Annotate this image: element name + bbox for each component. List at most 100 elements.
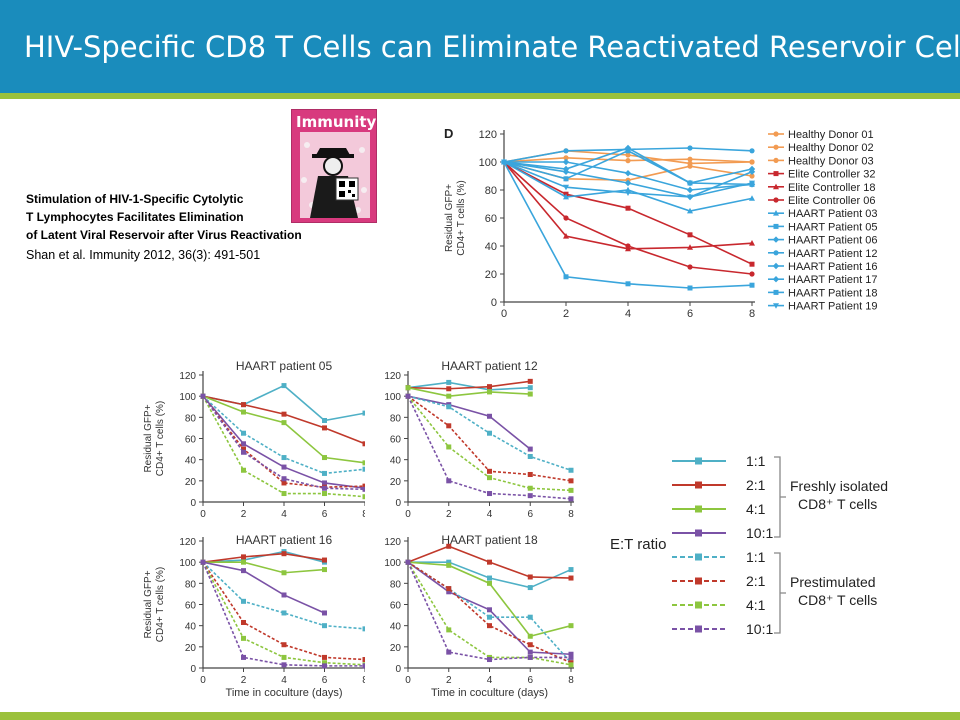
data-point — [281, 592, 287, 598]
cover-figure-icon — [300, 132, 370, 218]
data-point — [241, 559, 246, 565]
data-point — [487, 575, 492, 581]
legend-marker — [773, 223, 779, 229]
journal-cover-image: Immunity — [291, 109, 377, 223]
x-tick-label: 0 — [501, 308, 507, 318]
x-tick-label: 6 — [527, 675, 533, 686]
cover-title: Immunity — [296, 113, 377, 131]
series-line — [407, 395, 572, 482]
data-point — [687, 156, 693, 162]
y-tick-label: 80 — [185, 579, 197, 590]
data-point — [687, 145, 693, 151]
data-point — [446, 404, 452, 410]
x-tick-label: 6 — [687, 308, 693, 318]
header-rule — [0, 93, 960, 99]
data-point — [446, 627, 452, 633]
legend-marker — [695, 625, 702, 633]
x-axis-label: Time in coculture (days) — [431, 687, 548, 699]
data-point — [487, 389, 492, 395]
data-point — [446, 478, 452, 484]
series-line — [202, 561, 325, 614]
y-tick-label: 20 — [185, 477, 197, 488]
data-point — [527, 378, 533, 384]
y-tick-label: 20 — [485, 269, 497, 281]
data-point — [748, 168, 756, 175]
data-point — [322, 491, 327, 497]
legend-group-label: Freshly isolated — [790, 478, 888, 494]
legend-ratio-label: 2:1 — [746, 477, 766, 493]
data-point — [625, 152, 631, 158]
legend-label: Elite Controller 06 — [788, 195, 875, 207]
chart-title: HAART patient 18 — [441, 533, 538, 547]
y-tick-label: 80 — [185, 413, 197, 424]
y-axis-label: CD4+ T cells (%) — [155, 567, 166, 642]
x-tick-label: 0 — [405, 509, 411, 520]
data-point — [281, 610, 287, 616]
y-tick-label: 120 — [179, 537, 196, 548]
chart-haart-patient-16: 0 20 40 60 80 100 120 0 2 4 6 8 Time in coculture (d… — [143, 533, 365, 699]
legend-marker — [773, 210, 779, 216]
data-point — [487, 607, 492, 613]
data-point — [241, 446, 246, 452]
data-point — [362, 460, 365, 466]
x-tick-label: 8 — [568, 675, 574, 686]
data-point — [624, 170, 632, 177]
data-point — [527, 493, 533, 499]
data-point — [527, 453, 533, 459]
data-point — [362, 494, 365, 500]
data-point — [487, 491, 492, 497]
legend-group-label: CD8⁺ T cells — [798, 592, 877, 608]
data-point — [568, 623, 574, 629]
y-tick-label: 0 — [395, 664, 401, 675]
legend-marker — [695, 601, 702, 609]
data-point — [487, 657, 492, 663]
data-point — [501, 159, 507, 166]
legend-marker — [695, 577, 702, 585]
data-point — [568, 487, 574, 493]
y-tick-label: 120 — [384, 371, 401, 382]
data-point — [241, 441, 246, 447]
data-point — [200, 559, 206, 565]
x-tick-label: 4 — [487, 675, 493, 686]
series-line — [407, 395, 531, 450]
data-point — [281, 654, 287, 660]
data-point — [446, 423, 452, 429]
legend-label: Elite Controller 32 — [788, 169, 875, 181]
x-tick-label: 8 — [568, 509, 574, 520]
y-tick-label: 120 — [179, 371, 196, 382]
y-tick-label: 60 — [185, 435, 197, 446]
citation-title-line: of Latent Viral Reservoir after Virus Re… — [26, 228, 302, 242]
data-point — [625, 190, 631, 196]
data-point — [487, 384, 492, 390]
data-point — [322, 418, 327, 424]
data-point — [322, 557, 327, 563]
data-point — [281, 464, 287, 470]
slide-header: HIV-Specific CD8 T Cells can Eliminate R… — [0, 0, 960, 93]
data-point — [281, 551, 287, 557]
data-point — [281, 455, 287, 461]
data-point — [749, 159, 755, 165]
data-point — [527, 385, 533, 391]
data-point — [527, 574, 533, 580]
data-point — [687, 285, 693, 291]
series-line — [202, 395, 365, 491]
data-point — [568, 496, 574, 502]
data-point — [405, 385, 411, 391]
data-point — [362, 657, 365, 663]
data-point — [487, 430, 492, 436]
data-point — [563, 176, 569, 182]
data-point — [405, 393, 411, 399]
data-point — [487, 475, 492, 481]
data-point — [281, 476, 287, 482]
data-point — [322, 455, 327, 461]
legend-label: HAART Patient 18 — [788, 287, 877, 299]
chart-title: HAART patient 12 — [441, 359, 538, 373]
data-point — [322, 470, 327, 476]
data-point — [362, 663, 365, 669]
legend-label: HAART Patient 03 — [788, 208, 877, 220]
data-point — [687, 194, 693, 201]
data-point — [322, 654, 327, 660]
y-tick-label: 120 — [384, 537, 401, 548]
legend-marker — [773, 144, 779, 150]
y-tick-label: 0 — [190, 664, 196, 675]
